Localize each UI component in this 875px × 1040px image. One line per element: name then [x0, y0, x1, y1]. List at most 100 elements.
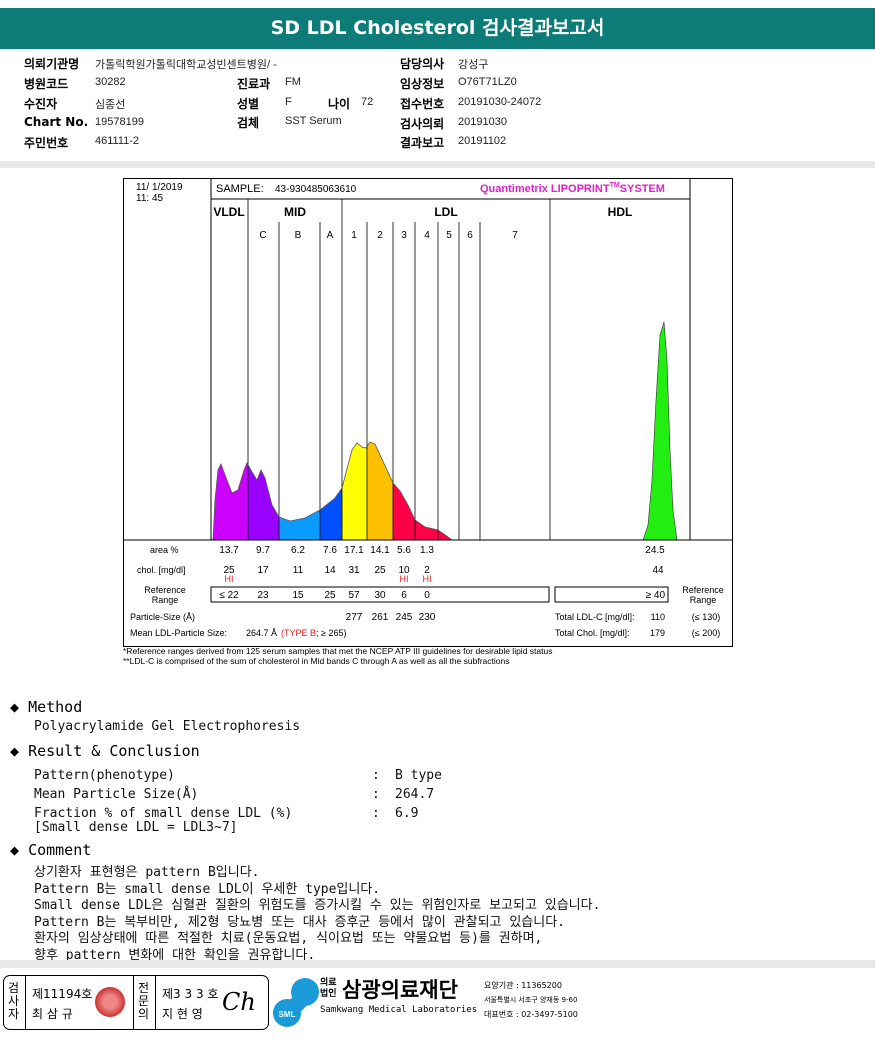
area-pct-C: 9.7 [256, 545, 270, 556]
result-note: [Small dense LDL = LDL3~7] [34, 820, 238, 835]
area-pct-A: 7.6 [323, 545, 337, 556]
result-value: 264.7 [395, 787, 435, 802]
footnote-2: **LDL-C is comprised of the sum of chole… [123, 656, 510, 666]
divider [0, 161, 875, 168]
area-pct-2: 14.1 [370, 545, 390, 556]
chol-3: 10 [398, 565, 410, 576]
institution: 가톨릭학원가톨릭대학교성빈센트병원/ - [95, 59, 277, 71]
chol-B: 11 [293, 565, 304, 576]
comment-line: Small dense LDL은 심혈관 질환의 위험도를 증가시킬 수 있는 … [34, 898, 601, 913]
patient-label: 수진자 [24, 97, 58, 111]
specimen: SST Serum [285, 115, 342, 127]
request-date: 20191030 [458, 116, 507, 128]
diamond-icon: ◆ [10, 742, 20, 760]
hdl-chol: 44 [652, 565, 664, 576]
id-number: 461111-2 [95, 135, 140, 147]
dept: FM [285, 76, 301, 88]
ref-range-A: 25 [324, 590, 336, 601]
ref-range-C: 23 [257, 590, 269, 601]
group-label-mid: MID [284, 205, 306, 219]
ref-range-VLDL: ≤ 22 [219, 590, 239, 601]
band-label-2: 2 [377, 230, 383, 241]
group-label-ldl: LDL [434, 205, 457, 219]
examiner-no: 제11194호 [32, 987, 93, 1001]
band-label-6: 6 [467, 230, 473, 241]
chol-4: 2 [424, 565, 430, 576]
chol-C: 17 [257, 565, 269, 576]
area-pct-1: 17.1 [344, 545, 364, 556]
chart-no: 19578199 [95, 116, 144, 128]
comment-line: 환자의 임상상태에 따른 적절한 치료(운동요법, 식이요법 또는 약물요법 등… [34, 931, 543, 946]
org-name: 삼광의료재단 [342, 978, 458, 1002]
lipoprint-chart: 11/ 1/2019 11: 45 SAMPLE: 43-93048506361… [123, 178, 733, 647]
sex: F [285, 96, 292, 108]
colon: : [372, 806, 380, 821]
hi-flag-VLDL: HI [225, 574, 234, 584]
divider [25, 976, 26, 1029]
method-text: Polyacrylamide Gel Electrophoresis [34, 719, 301, 734]
footnote-1: *Reference ranges derived from 125 serum… [123, 646, 553, 656]
code-label: 병원코드 [24, 77, 69, 91]
group-label-vldl: VLDL [213, 205, 244, 219]
ref-range-4: 0 [424, 590, 430, 601]
result-value: B type [395, 768, 442, 783]
divider [155, 976, 156, 1029]
result-label: Pattern(phenotype) [34, 768, 175, 783]
result-label: Fraction % of small dense LDL (%) [34, 806, 293, 821]
result-heading: ◆ Result & Conclusion [10, 742, 200, 760]
area-pct-VLDL: 13.7 [219, 545, 239, 556]
ldl-curve-outline [212, 441, 453, 541]
report-title: SD LDL Cholesterol 검사결과보고서 [0, 8, 875, 49]
area-pct-B: 6.2 [291, 545, 305, 556]
band-label-7: 7 [512, 230, 518, 241]
receipt-label: 접수번호 [400, 97, 445, 111]
band-label-C: C [259, 230, 266, 241]
comment-line: 상기환자 표현형은 pattern B입니다. [34, 865, 260, 880]
chart-date: 11/ 1/2019 [136, 182, 183, 193]
ref-range-3: 6 [401, 590, 407, 601]
ref-range-1: 57 [348, 590, 360, 601]
comment-line: Pattern B는 복부비만, 제2형 당뇨병 또는 대사 증후군 등에서 많… [34, 914, 565, 930]
seal-stamp [95, 987, 125, 1017]
clinical: O76T71LZ0 [458, 76, 517, 88]
request-label: 검사의뢰 [400, 117, 445, 131]
patient: 심종선 [95, 99, 126, 111]
divider [133, 976, 134, 1029]
age: 72 [361, 96, 374, 108]
band-label-B: B [295, 230, 302, 241]
hi-flag-4: HI [423, 574, 432, 584]
comment-line: Pattern B는 small dense LDL이 우세한 type입니다. [34, 881, 381, 897]
org-address: 서울특별시 서초구 양재동 9-60 [484, 996, 578, 1004]
particle-size-3: 245 [396, 612, 413, 623]
particle-size-1: 277 [346, 612, 363, 623]
org-name-en: Samkwang Medical Laboratories [320, 1005, 478, 1015]
examiner-name: 최 삼 규 [32, 1007, 73, 1021]
band-label-5: 5 [446, 230, 452, 241]
code: 30282 [95, 76, 126, 88]
examiner-label: 검사자 [8, 981, 20, 1021]
institution-label: 의뢰기관명 [24, 57, 80, 71]
total-ldl-label: Total LDL-C [mg/dl]: [555, 612, 635, 622]
chol-2: 25 [374, 565, 386, 576]
sml-logo: SML [273, 978, 319, 1027]
ref-range-B: 15 [292, 590, 304, 601]
diamond-icon: ◆ [10, 698, 20, 716]
ref-range-box-hdl [554, 586, 669, 603]
row-label-area: area % [150, 545, 179, 555]
method-heading: ◆ Method [10, 698, 83, 716]
comment-heading: ◆ Comment [10, 841, 92, 859]
chart-time: 11: 45 [136, 193, 163, 204]
row-label-chol: chol. [mg/dl] [137, 565, 186, 575]
id-label: 주민번호 [24, 136, 69, 150]
total-chol: 179 [650, 628, 665, 638]
row-label-range-right: Range [690, 595, 717, 605]
age-label: 나이 [328, 97, 351, 111]
result-label: Mean Particle Size(Å) [34, 787, 199, 802]
row-label-mean: Mean LDL-Particle Size: [130, 628, 227, 638]
doctor-label: 담당의사 [400, 57, 445, 71]
report-date: 20191102 [458, 135, 507, 147]
divider [0, 960, 875, 968]
chol-A: 14 [324, 565, 336, 576]
chart-frame [123, 178, 733, 647]
chol-1: 31 [348, 565, 360, 576]
